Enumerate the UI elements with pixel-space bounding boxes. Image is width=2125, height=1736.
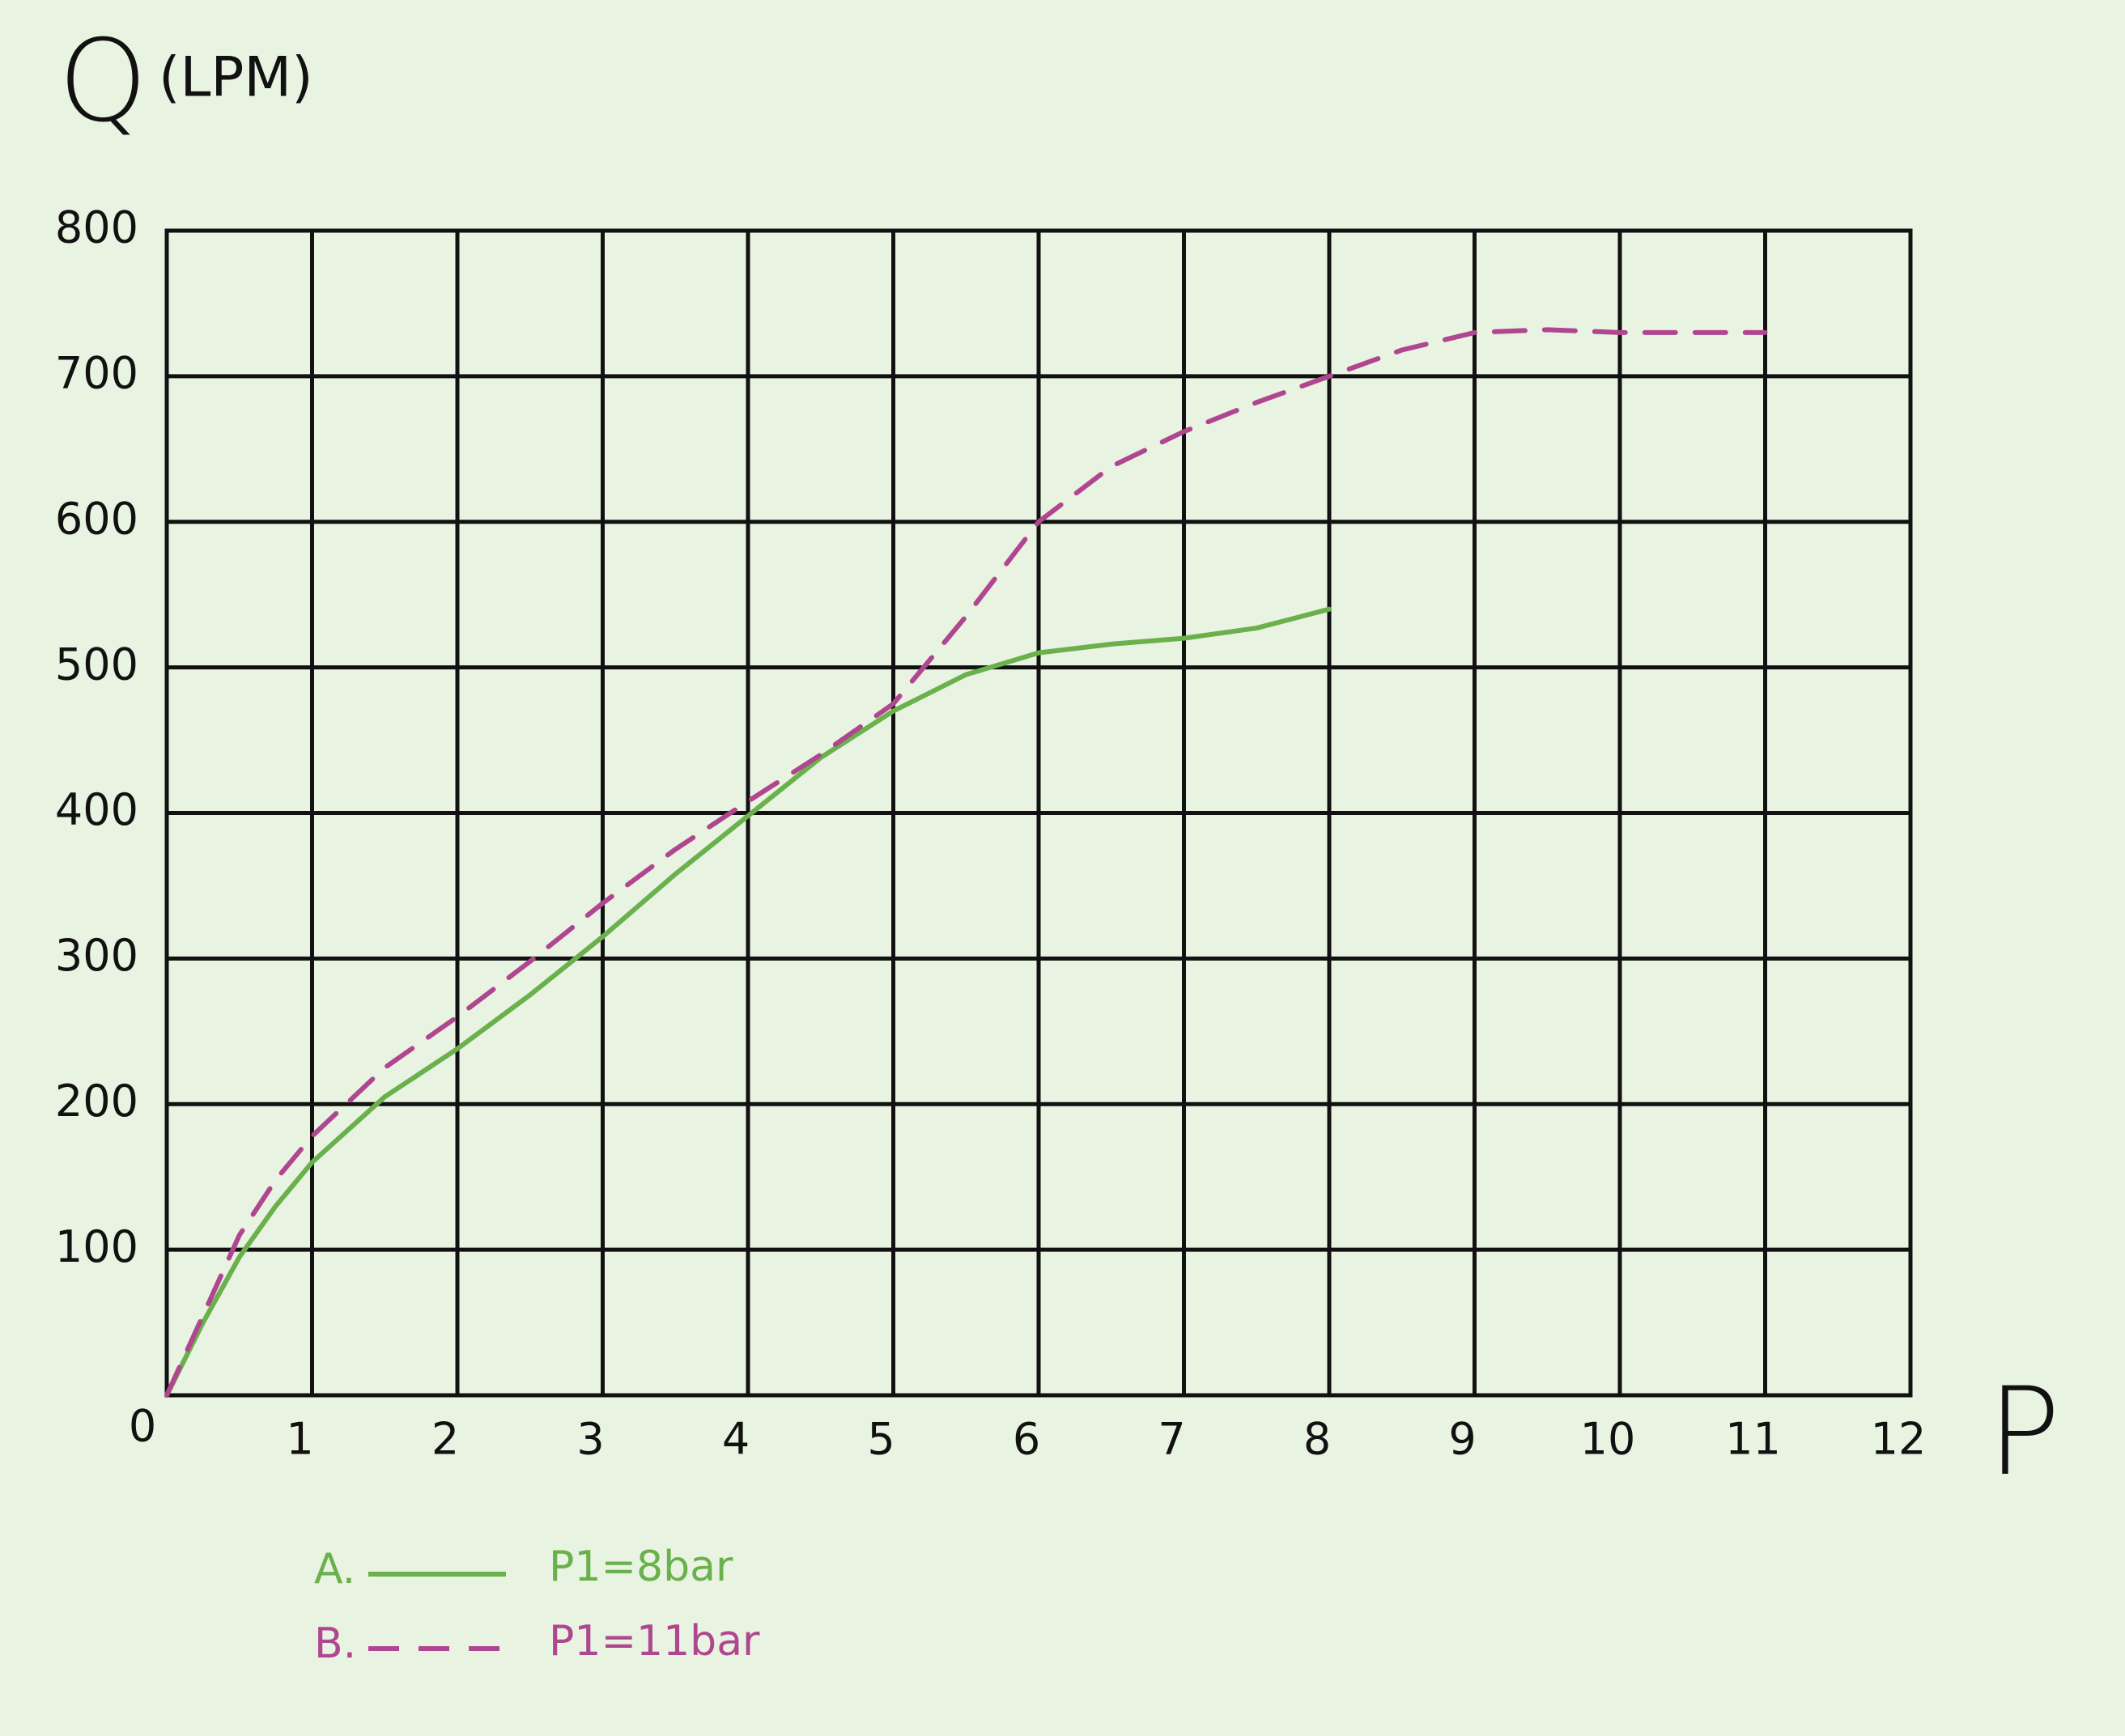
y-axis-label: Q [58,16,147,148]
x-tick-label: 7 [1158,1414,1185,1465]
y-tick-label: 600 [55,493,138,544]
x-tick-label: 11 [1725,1414,1781,1465]
y-axis-unit: (LPM) [159,46,313,110]
legend-marker-label: B. [314,1619,356,1668]
data-line [164,606,1332,1398]
legend-marker-label: A. [314,1545,355,1594]
x-tick-label: 10 [1580,1414,1636,1465]
y-tick-label: 400 [55,784,138,835]
x-tick-label: 0 [129,1401,156,1452]
y-tick-label: 700 [55,348,138,399]
x-tick-label: 9 [1448,1414,1476,1465]
data-line [164,327,1768,1398]
y-tick-label: 800 [55,202,138,253]
y-tick-label: 300 [55,930,138,981]
x-tick-label: 6 [1013,1414,1040,1465]
x-tick-label: 2 [431,1414,459,1465]
legend-label: P1=11bar [549,1617,760,1666]
y-tick-label: 100 [55,1221,138,1272]
x-tick-label: 8 [1303,1414,1331,1465]
y-tick-label: 200 [55,1076,138,1127]
x-tick-label: 4 [722,1414,750,1465]
y-tick-label: 500 [55,639,138,690]
legend-label: P1=8bar [549,1543,733,1591]
x-tick-label: 3 [576,1414,604,1465]
x-axis-label: P [1987,1362,2060,1503]
x-tick-label: 1 [286,1414,313,1465]
x-tick-label: 5 [867,1414,895,1465]
x-tick-label: 12 [1871,1414,1927,1465]
